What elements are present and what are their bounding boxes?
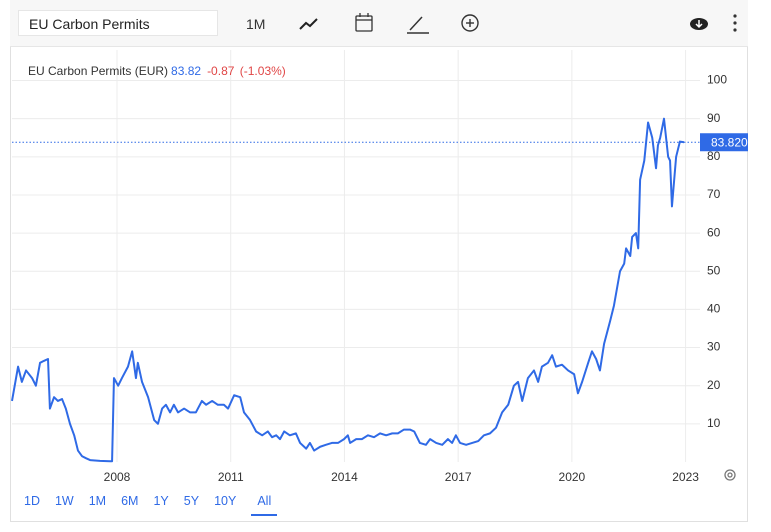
change: -0.87 xyxy=(207,64,235,78)
search-box[interactable]: EU Carbon Permits xyxy=(18,10,218,36)
y-tick-label: 60 xyxy=(707,225,721,239)
y-tick-label: 100 xyxy=(707,73,727,87)
y-tick-label: 30 xyxy=(707,340,721,354)
range-button[interactable]: All xyxy=(251,494,278,516)
legend: EU Carbon Permits (EUR) 83.82 -0.87 (-1.03… xyxy=(28,64,286,78)
x-tick-label: 2023 xyxy=(672,470,699,484)
y-tick-label: 70 xyxy=(707,187,721,201)
range-button[interactable]: 1D xyxy=(24,494,40,508)
price-line xyxy=(11,117,685,463)
y-tick-label: 20 xyxy=(707,378,721,392)
chart-widget xyxy=(10,0,748,522)
y-tick-label: 80 xyxy=(707,149,721,163)
x-tick-label: 2011 xyxy=(218,470,244,484)
range-button[interactable]: 1M xyxy=(88,494,107,508)
range-button[interactable]: 1Y xyxy=(153,494,169,508)
y-tick-label: 50 xyxy=(707,263,721,277)
range-button[interactable]: 5Y xyxy=(183,494,200,508)
x-tick-label: 2014 xyxy=(331,470,358,484)
range-button[interactable]: 10Y xyxy=(214,494,237,508)
y-tick-label: 40 xyxy=(707,302,721,316)
last-price-box xyxy=(700,133,748,152)
x-tick-label: 2008 xyxy=(104,470,131,484)
settings-icon[interactable] xyxy=(724,469,736,481)
range-button[interactable]: 1W xyxy=(54,494,74,508)
change-percent: (-1.03%) xyxy=(239,64,286,78)
y-tick-label: 10 xyxy=(707,416,721,430)
y-tick-label: 90 xyxy=(707,111,721,125)
range-button[interactable]: 6M xyxy=(121,494,139,508)
interval-button[interactable]: 1M xyxy=(246,16,266,32)
series-name: EU Carbon Permits (EUR) xyxy=(28,64,169,78)
x-tick-label: 2017 xyxy=(445,470,472,484)
x-tick-label: 2020 xyxy=(559,470,586,484)
range-selector: 1D 1W 1M 6M 1Y 5Y 10Y All xyxy=(24,494,292,516)
last-price-label: 83.820 xyxy=(711,135,748,149)
last-value: 83.82 xyxy=(171,64,202,78)
